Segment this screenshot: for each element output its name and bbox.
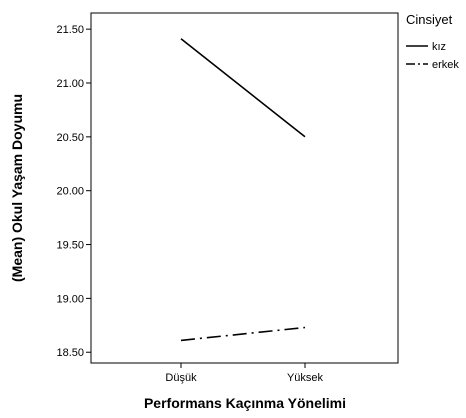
x-tick-label: Yüksek bbox=[287, 372, 324, 384]
series-layer bbox=[180, 38, 306, 342]
y-tick-label: 20.00 bbox=[56, 186, 84, 198]
x-tick-label: Düşük bbox=[165, 372, 197, 384]
y-tick-label: 21.50 bbox=[56, 24, 84, 36]
y-tick-label: 20.50 bbox=[56, 132, 84, 144]
y-axis-title: (Mean) Okul Yaşam Doyumu bbox=[9, 94, 25, 282]
legend-items: kız erkek bbox=[406, 41, 459, 71]
legend: Cinsiyet kız erkek bbox=[406, 12, 459, 71]
series-line-1 bbox=[180, 326, 306, 342]
series-line-0 bbox=[180, 38, 306, 138]
x-axis: Düşük Yüksek bbox=[165, 363, 324, 384]
y-tick-label: 21.00 bbox=[56, 78, 84, 90]
y-tick-label: 19.00 bbox=[56, 293, 84, 305]
legend-label: kız bbox=[432, 41, 446, 53]
legend-label: erkek bbox=[432, 59, 459, 71]
legend-title: Cinsiyet bbox=[406, 12, 453, 27]
y-tick-label: 18.50 bbox=[56, 347, 84, 359]
y-tick-label: 19.50 bbox=[56, 240, 84, 252]
x-axis-title: Performans Kaçınma Yönelimi bbox=[144, 395, 346, 411]
plot-area bbox=[90, 12, 399, 364]
y-axis: 18.50 19.00 19.50 20.00 20.50 21.00 21.50 bbox=[56, 24, 91, 359]
